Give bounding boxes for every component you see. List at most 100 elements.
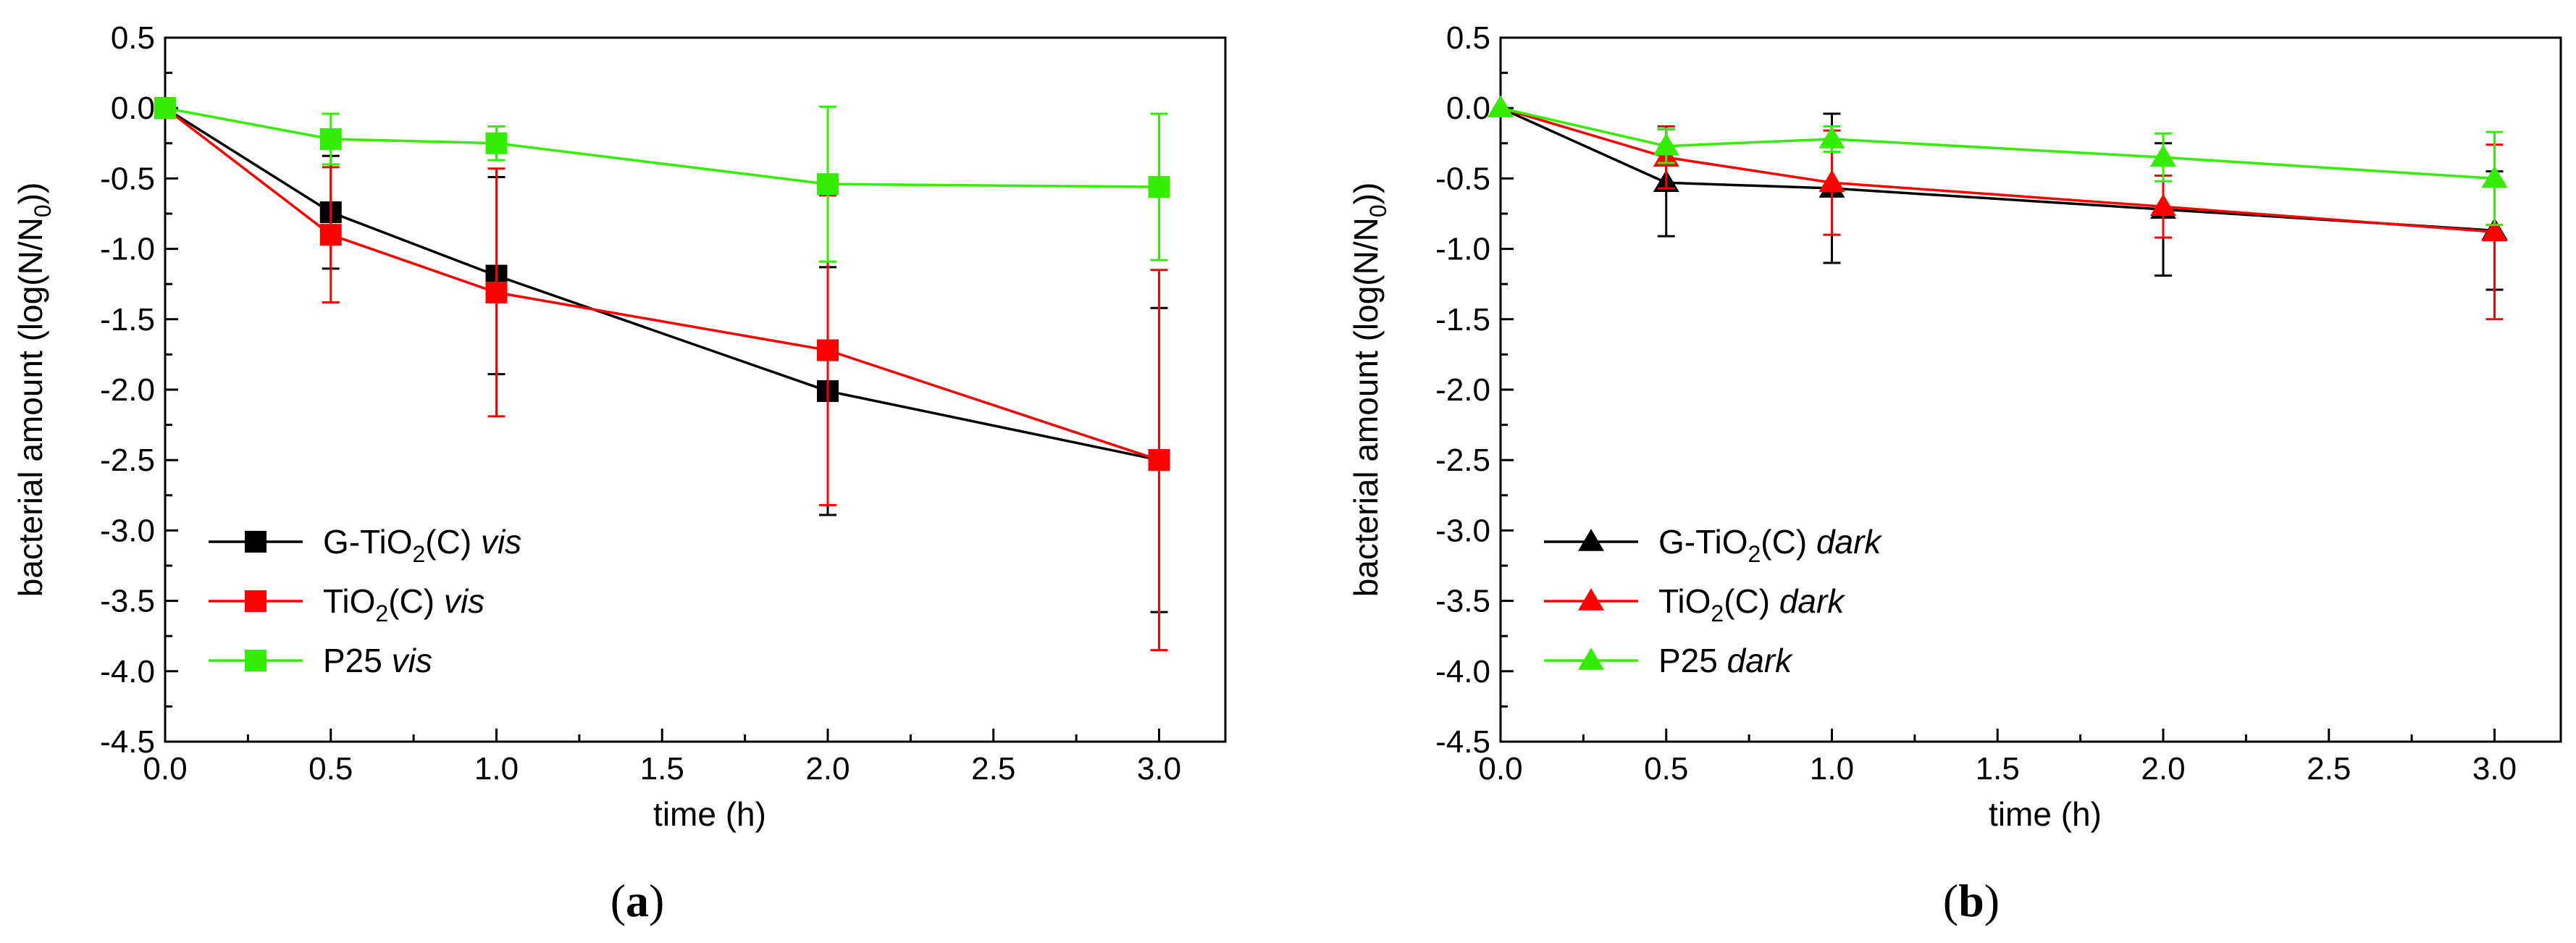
legend-label-sub: 2 (413, 541, 426, 567)
legend-marker (245, 590, 267, 612)
legend-label-prefix: G-TiO (323, 523, 413, 561)
data-point (319, 224, 342, 246)
series-p25-dark (1488, 95, 2508, 227)
legend-label-sub: 2 (1748, 541, 1761, 567)
caption-paren-close: ) (649, 875, 664, 926)
legend-marker (1578, 647, 1604, 670)
caption-letter: a (626, 875, 649, 926)
data-point (485, 132, 508, 154)
legend-label: P25 vis (323, 642, 432, 679)
y-axis-label-sub: 0 (30, 204, 56, 217)
y-tick-label: -0.5 (1435, 161, 1490, 196)
legend-label-italic: dark (1779, 582, 1845, 620)
series-line (164, 106, 1160, 461)
legend-label-mid: (C) (1724, 582, 1779, 620)
y-axis-label-main: bacterial amount (log(N/N (1347, 217, 1385, 597)
legend-label-mid: (C) (388, 582, 444, 620)
legend-label: TiO2(C) dark (1658, 582, 1845, 626)
y-axis-label-end: )) (1347, 183, 1385, 205)
y-tick-label: 0.0 (111, 91, 155, 126)
legend-label-sub: 2 (1711, 600, 1724, 626)
data-point (817, 339, 839, 361)
legend-label: G-TiO2(C) dark (1658, 523, 1882, 567)
x-tick-label: 2.0 (805, 751, 849, 787)
legend-label-prefix: P25 (1658, 642, 1727, 679)
y-axis-label-main: bacterial amount (log(N/N (12, 217, 49, 597)
y-tick-label: -3.0 (100, 513, 155, 548)
x-tick-label: 3.0 (1137, 751, 1181, 787)
legend-label-italic: vis (444, 582, 484, 620)
y-tick-label: -3.0 (1435, 513, 1490, 548)
x-tick-label: 2.5 (971, 751, 1015, 787)
legend-label-prefix: G-TiO (1658, 523, 1748, 561)
x-tick-label: 3.0 (2472, 751, 2517, 787)
legend-label-italic: dark (1816, 523, 1882, 561)
y-axis-label-end: )) (12, 183, 49, 205)
panel-caption: (a) (611, 875, 665, 926)
legend-label-sub: 2 (375, 600, 388, 626)
data-point (2481, 219, 2508, 242)
legend-marker (1578, 529, 1604, 551)
legend-marker (245, 530, 267, 553)
y-tick-label: -2.5 (1435, 443, 1490, 478)
y-axis-label: bacterial amount (log(N/N0)) (12, 183, 56, 598)
caption-paren-close: ) (1984, 875, 2000, 926)
data-point (1488, 95, 1514, 118)
series-g-tio2-c-dark (1488, 95, 2508, 291)
data-point (1818, 169, 1845, 193)
y-tick-label: -2.0 (100, 372, 155, 408)
data-point (1148, 176, 1170, 198)
y-tick-label: -4.0 (100, 654, 155, 690)
legend-label-italic: vis (481, 523, 521, 561)
y-tick-label: 0.5 (111, 20, 155, 56)
x-tick-label: 2.0 (2141, 751, 2185, 787)
legend-marker (245, 649, 267, 671)
x-tick-label: 1.0 (474, 751, 519, 787)
y-tick-label: -1.0 (100, 232, 155, 267)
data-point (319, 127, 342, 150)
data-point (1818, 126, 1845, 148)
panel-caption: (b) (1943, 875, 2000, 926)
series-tio2-c-dark (1488, 95, 2508, 321)
y-tick-label: -4.5 (1435, 724, 1490, 760)
legend-label: P25 dark (1658, 642, 1793, 679)
y-axis-label: bacterial amount (log(N/N0)) (1347, 183, 1391, 598)
legend-label-italic: dark (1727, 642, 1793, 679)
series-p25-vis (154, 97, 1170, 263)
y-tick-label: -4.5 (100, 724, 155, 760)
caption-letter: b (1958, 875, 1984, 926)
x-tick-label: 0.0 (143, 751, 187, 787)
y-tick-label: -0.5 (100, 161, 155, 196)
x-tick-label: 0.5 (1644, 751, 1688, 787)
x-tick-label: 2.5 (2307, 751, 2351, 787)
data-point (2481, 165, 2508, 188)
y-tick-label: -2.0 (1435, 372, 1490, 408)
y-tick-label: -1.5 (100, 302, 155, 338)
legend-label-mid: (C) (1761, 523, 1816, 561)
data-point (817, 173, 839, 196)
legend-marker (1578, 588, 1604, 611)
chart-panel-b: 0.5 0.0 -0.5 -1.0 -1.5 -2.0 -2.5 -3.0 -3.5 -4.0 -4… (1347, 20, 2562, 926)
chart-panel-a: 0.5 0.0 -0.5 -1.0 -1.5 -2.0 -2.5 -3.0 -3.5 -4.0 -4… (12, 20, 1227, 926)
x-tick-label: 0.5 (309, 751, 353, 787)
y-axis-label-sub: 0 (1365, 204, 1391, 217)
caption-paren-open: ( (611, 875, 626, 926)
y-tick-label: -4.0 (1435, 654, 1490, 690)
legend-label-prefix: P25 (323, 642, 392, 679)
legend-label-prefix: TiO (323, 582, 375, 620)
data-point (154, 97, 176, 120)
y-tick-label: 0.5 (1446, 20, 1490, 56)
y-tick-label: -2.5 (100, 443, 155, 478)
data-point (1653, 133, 1679, 156)
series-tio2-c-vis (154, 97, 1170, 652)
x-axis-label: time (h) (653, 795, 766, 833)
data-point (1148, 449, 1170, 472)
y-tick-label: -3.5 (1435, 584, 1490, 619)
y-tick-label: -1.5 (1435, 302, 1490, 338)
x-tick-label: 0.0 (1478, 751, 1522, 787)
x-tick-label: 1.5 (1976, 751, 2020, 787)
y-tick-label: -3.5 (100, 584, 155, 619)
